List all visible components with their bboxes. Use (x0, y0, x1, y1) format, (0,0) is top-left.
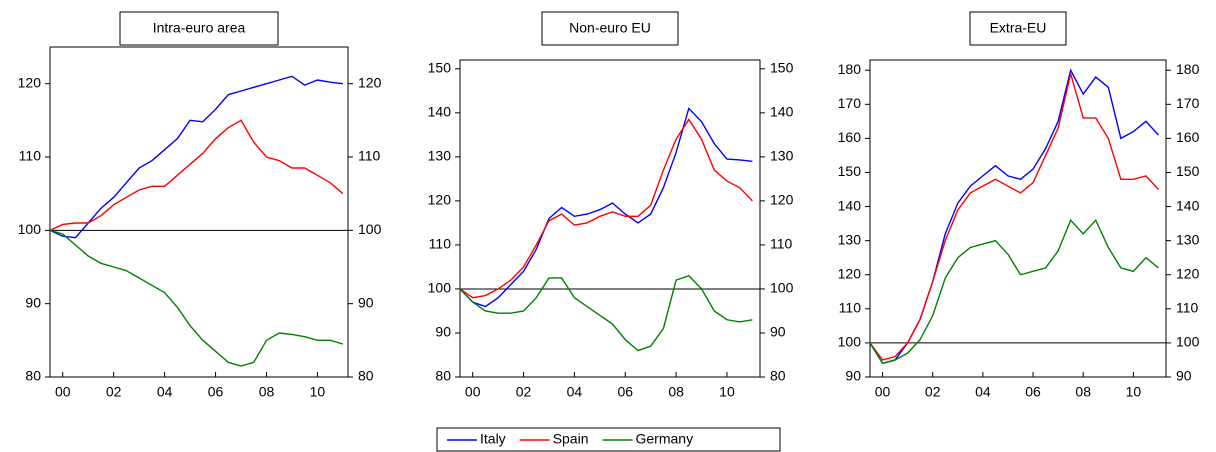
x-tick-label: 00 (465, 384, 481, 400)
series-line (869, 218, 1159, 365)
y2-tick-label: 140 (770, 104, 794, 120)
y2-tick-label: 110 (358, 148, 381, 164)
y2-tick-label: 90 (1176, 368, 1192, 384)
y-tick-label: 120 (838, 265, 862, 281)
x-tick-label: 08 (259, 384, 275, 400)
chart-title: Extra-EU (990, 20, 1047, 36)
y-tick-label: 110 (429, 236, 452, 252)
title-box (119, 11, 279, 46)
title-box (541, 11, 679, 46)
x-tick-label: 06 (617, 384, 633, 400)
y2-tick-label: 140 (1176, 197, 1200, 213)
y2-tick-label: 170 (1176, 95, 1200, 111)
y-tick-label: 170 (838, 95, 862, 111)
series-line (49, 229, 344, 367)
y-tick-label: 90 (845, 368, 861, 384)
y-tick-label: 110 (19, 148, 42, 164)
y2-tick-label: 80 (358, 368, 374, 384)
y2-tick-label: 180 (1176, 61, 1200, 77)
y-tick-label: 80 (25, 368, 41, 384)
x-tick-label: 10 (310, 384, 326, 400)
x-tick-label: 04 (567, 384, 583, 400)
y2-tick-label: 80 (770, 368, 786, 384)
x-tick-label: 04 (157, 384, 173, 400)
x-tick-label: 00 (55, 384, 71, 400)
y-tick-label: 150 (838, 163, 862, 179)
plot-frame (869, 59, 1167, 378)
y-tick-label: 100 (18, 221, 42, 237)
y-tick-label: 180 (838, 61, 862, 77)
y-tick-label: 90 (25, 294, 41, 310)
y2-tick-label: 110 (770, 236, 793, 252)
legend: Italy Spain Germany (436, 427, 781, 452)
y2-tick-label: 90 (358, 294, 374, 310)
series-line (49, 75, 343, 239)
y2-tick-label: 130 (770, 148, 794, 164)
y-tick-label: 110 (839, 300, 862, 316)
x-tick-label: 10 (719, 384, 735, 400)
series-line (459, 274, 753, 352)
series-line (459, 107, 753, 308)
x-tick-label: 06 (1025, 384, 1041, 400)
panel: Non-euro EU80901001101201301401508090100… (428, 11, 794, 400)
series-line (869, 73, 1159, 361)
plot-frame (49, 46, 349, 378)
y-tick-label: 80 (435, 368, 451, 384)
y-tick-label: 130 (428, 148, 452, 164)
x-tick-label: 06 (208, 384, 224, 400)
y-tick-label: 150 (428, 60, 452, 76)
x-tick-label: 08 (668, 384, 684, 400)
panel: Intra-euro area 80 90 100 110 120 80 90 100 110 12… (18, 11, 382, 400)
y-tick-label: 160 (838, 129, 862, 145)
plot-frame (459, 59, 761, 378)
y2-tick-label: 160 (1176, 129, 1200, 145)
series-line (869, 68, 1159, 365)
x-tick-label: 10 (1126, 384, 1142, 400)
x-tick-label: 04 (975, 384, 991, 400)
series-line (49, 119, 344, 231)
chart-title: Intra-euro area (153, 20, 246, 36)
y2-tick-label: 120 (770, 192, 794, 208)
panel: Extra-EU 90 100 110 120 130 140 150 160 170 180 90 1… (838, 11, 1200, 400)
y2-tick-label: 150 (1176, 163, 1200, 179)
y-tick-label: 100 (838, 334, 862, 350)
x-tick-label: 00 (875, 384, 891, 400)
series-line (459, 118, 753, 299)
y-tick-label: 100 (428, 280, 452, 296)
legend-label: Spain (553, 431, 589, 447)
x-tick-label: 02 (925, 384, 941, 400)
x-tick-label: 02 (516, 384, 532, 400)
x-tick-label: 02 (106, 384, 122, 400)
legend-label: Italy (480, 431, 506, 447)
y-tick-label: 120 (18, 74, 42, 90)
y2-tick-label: 100 (358, 221, 382, 237)
legend-label: Germany (636, 431, 694, 447)
y2-tick-label: 120 (1176, 265, 1200, 281)
x-tick-label: 08 (1075, 384, 1091, 400)
y-tick-label: 140 (838, 197, 862, 213)
y2-tick-label: 110 (1176, 300, 1199, 316)
y-tick-label: 90 (435, 324, 451, 340)
y2-tick-label: 150 (770, 60, 794, 76)
chart-title: Non-euro EU (569, 20, 651, 36)
y-tick-label: 120 (428, 192, 452, 208)
y-tick-label: 130 (838, 231, 862, 247)
title-box (969, 11, 1067, 46)
y-tick-label: 140 (428, 104, 452, 120)
y2-tick-label: 100 (770, 280, 794, 296)
y2-tick-label: 120 (358, 74, 382, 90)
y2-tick-label: 130 (1176, 231, 1200, 247)
y2-tick-label: 90 (770, 324, 786, 340)
y2-tick-label: 100 (1176, 334, 1200, 350)
